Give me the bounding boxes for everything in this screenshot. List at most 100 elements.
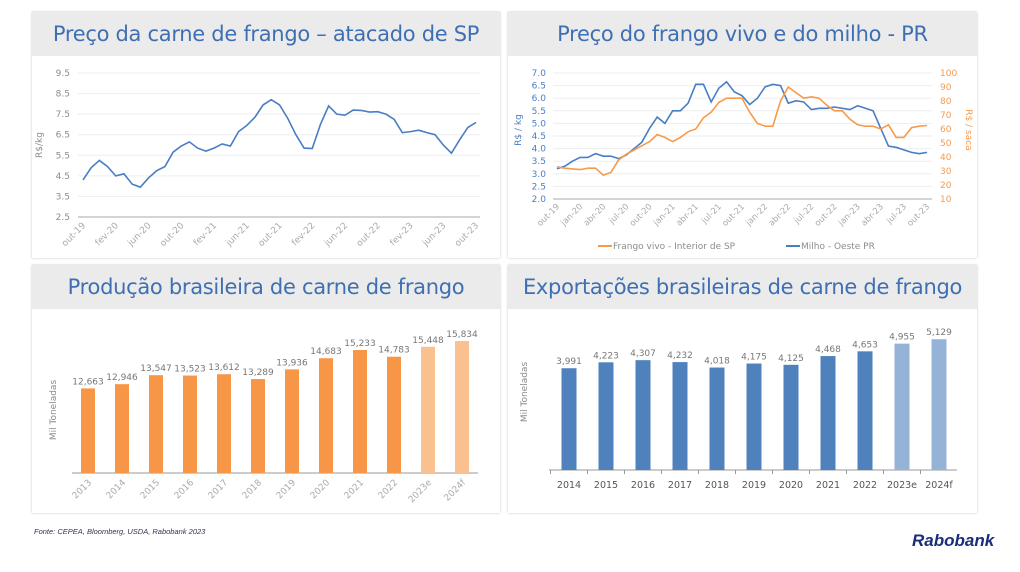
y-tick-label: 6.0 (532, 94, 547, 104)
data-label: 3,991 (556, 357, 582, 367)
x-tick-label: abr-21 (674, 202, 700, 228)
legend-label-milho: Milho - Oeste PR (801, 242, 875, 252)
x-tick-label: 2022 (377, 478, 400, 501)
data-label: 13,523 (174, 365, 206, 375)
panel-live-chicken-corn-price: Preço do frango vivo e do milho - PR (508, 12, 977, 258)
y-tick-label: 7.0 (532, 69, 547, 79)
y-tick-label: 3.5 (56, 192, 70, 202)
bar-2015 (598, 362, 614, 470)
data-label: 13,547 (140, 364, 172, 374)
x-tick-label: out-22 (355, 221, 383, 249)
bar-2024f (455, 341, 469, 473)
y-tick-label: 6.5 (56, 131, 70, 141)
data-label: 15,233 (344, 339, 376, 349)
x-tick-label: jul-23 (884, 202, 909, 227)
x-tick-label: abr-20 (582, 202, 608, 228)
bar-2023e (894, 343, 910, 470)
x-tick-label: out-20 (628, 202, 655, 229)
x-tick-label: jul-22 (792, 202, 817, 227)
bar-2019 (746, 363, 762, 470)
data-label: 15,834 (446, 330, 478, 340)
bar-2023e (421, 346, 435, 473)
bar-2021 (820, 356, 836, 470)
data-label: 5,129 (926, 328, 952, 338)
bar-2014 (561, 368, 577, 470)
bar-2016 (183, 375, 197, 473)
x-tick-label: 2024f (443, 477, 469, 503)
bar-2022 (857, 351, 873, 470)
x-tick-label: 2024f (925, 480, 953, 491)
y-tick-label: 4.5 (532, 132, 546, 142)
data-label: 4,468 (815, 345, 841, 355)
y-tick-label: 8.5 (56, 90, 70, 100)
y-right-tick-label: 20 (940, 181, 952, 191)
series-line-milho (556, 80, 928, 170)
data-label: 4,125 (778, 354, 804, 364)
y-right-tick-label: 60 (940, 125, 952, 135)
y-right-tick-label: 80 (940, 97, 952, 107)
y-right-tick-label: 90 (940, 83, 952, 93)
rabobank-logo: Rabobank (912, 531, 995, 550)
x-tick-label: jun-21 (224, 221, 252, 249)
y-tick-label: 2.0 (532, 195, 547, 205)
data-label: 4,175 (741, 353, 767, 363)
y-tick-label: 6.5 (532, 82, 546, 92)
y-axis-right-label: R$ / saca (963, 109, 973, 150)
data-label: 15,448 (412, 336, 444, 346)
chart-title: Produção brasileira de carne de frango (32, 265, 500, 309)
x-tick-label: jan-23 (836, 202, 863, 229)
y-tick-label: 2.5 (532, 182, 546, 192)
x-tick-label: out-23 (905, 202, 932, 229)
x-tick-label: jun-20 (126, 221, 154, 249)
x-tick-label: fev-23 (388, 221, 415, 248)
y-tick-label: 5.5 (56, 151, 70, 161)
x-tick-label: jan-21 (651, 202, 678, 229)
y-tick-label: 3.0 (532, 170, 547, 180)
x-tick-label: 2022 (853, 480, 877, 491)
x-tick-label: 2014 (557, 480, 581, 491)
y-right-tick-label: 70 (940, 111, 952, 121)
x-tick-label: abr-22 (767, 202, 793, 228)
x-tick-label: fev-22 (290, 221, 317, 248)
x-tick-label: 2014 (105, 478, 128, 501)
x-tick-label: jan-22 (743, 202, 770, 229)
x-tick-label: 2020 (779, 480, 803, 491)
x-tick-label: out-22 (813, 202, 840, 229)
x-tick-label: jun-23 (420, 221, 448, 249)
chart-title: Preço do frango vivo e do milho - PR (508, 12, 977, 56)
y-tick-label: 7.5 (56, 110, 70, 120)
y-axis-label: R$ / kg (514, 114, 524, 146)
y-tick-label: 2.5 (56, 213, 70, 223)
x-tick-label: 2013 (71, 478, 94, 501)
data-label: 4,232 (667, 351, 693, 361)
x-tick-label: 2019 (275, 478, 298, 501)
x-tick-label: 2023e (887, 480, 917, 491)
bar-2022 (387, 356, 401, 473)
y-right-tick-label: 100 (940, 69, 957, 79)
x-tick-label: jul-21 (699, 202, 724, 227)
x-tick-label: 2021 (343, 478, 366, 501)
y-right-tick-label: 30 (940, 167, 952, 177)
series-line-frango-vivo (556, 85, 928, 177)
y-tick-label: 5.0 (532, 119, 547, 129)
x-tick-label: jul-20 (607, 202, 632, 227)
x-tick-label: out-21 (257, 221, 285, 249)
x-tick-label: abr-23 (859, 202, 885, 228)
data-label: 14,683 (310, 347, 342, 357)
x-tick-label: 2017 (207, 478, 230, 501)
x-tick-label: 2017 (668, 480, 692, 491)
bar-2018 (251, 379, 265, 473)
x-tick-label: jan-20 (558, 202, 585, 229)
x-tick-label: 2015 (139, 478, 162, 501)
series-line (82, 98, 477, 189)
bar-2019 (285, 369, 299, 473)
x-tick-label: fev-21 (192, 221, 219, 248)
data-label: 4,955 (889, 333, 915, 343)
data-label: 13,612 (208, 363, 240, 373)
bar-2016 (635, 360, 651, 470)
y-right-tick-label: 40 (940, 153, 952, 163)
y-right-tick-label: 10 (940, 195, 952, 205)
data-label: 14,783 (378, 346, 410, 356)
